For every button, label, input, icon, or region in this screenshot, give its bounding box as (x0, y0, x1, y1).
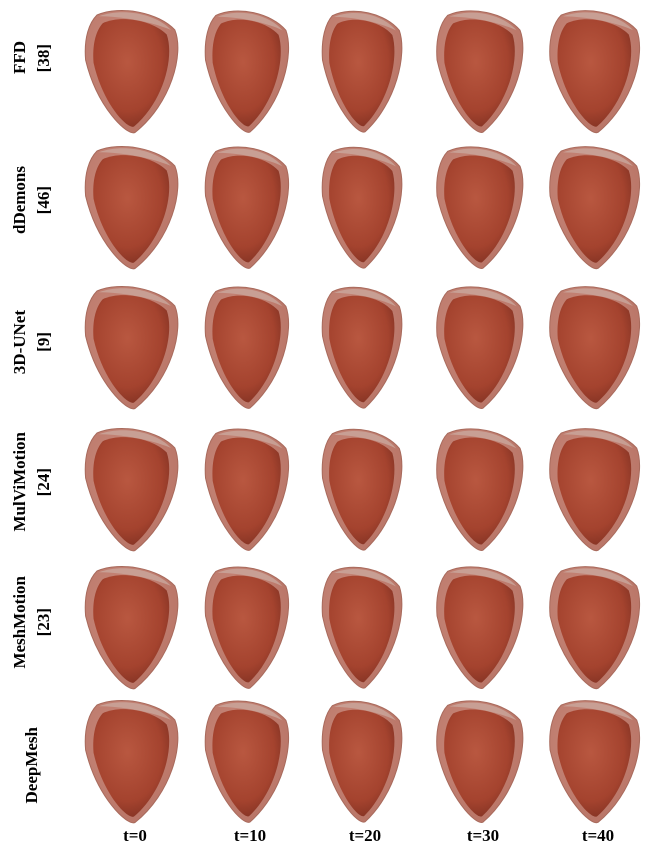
heart-mesh-icon (84, 146, 179, 270)
row-method-name: MulViMotion (10, 432, 29, 532)
heart-mesh-icon (436, 700, 524, 823)
row-label-3: MulViMotion [24] (2, 407, 62, 557)
column-label-0: t=0 (123, 826, 147, 845)
heart-mesh-icon (321, 286, 403, 409)
heart-mesh-icon (204, 286, 290, 409)
row-method-name: 3D-UNet (10, 309, 29, 375)
heart-mesh-icon (321, 700, 403, 823)
heart-mesh-icon (549, 700, 640, 824)
row-citation: [38] (34, 43, 53, 73)
row-label-4: MeshMotion [23] (2, 547, 62, 697)
row-label-5: DeepMesh (2, 690, 62, 840)
row-method-name: DeepMesh (22, 726, 41, 804)
heart-mesh-icon (204, 146, 290, 269)
heart-mesh-icon (549, 566, 640, 690)
heart-mesh-icon (549, 286, 640, 410)
heart-mesh-icon (549, 10, 640, 134)
row-citation: [46] (34, 185, 53, 215)
row-method-name: MeshMotion (10, 575, 29, 669)
row-label-2: 3D-UNet [9] (2, 267, 62, 417)
heart-mesh-icon (204, 428, 290, 551)
row-label-1: dDemons [46] (2, 125, 62, 275)
heart-mesh-icon (436, 286, 524, 409)
row-method-name: dDemons (10, 165, 29, 234)
heart-mesh-icon (84, 700, 179, 824)
heart-mesh-icon (436, 566, 524, 689)
column-label-1: t=10 (233, 826, 267, 845)
row-citation: [24] (34, 467, 53, 497)
row-citation: [23] (34, 607, 53, 637)
heart-mesh-icon (321, 566, 403, 689)
heart-mesh-icon (436, 146, 524, 269)
heart-mesh-icon (321, 428, 403, 551)
heart-mesh-icon (204, 10, 290, 133)
heart-mesh-icon (204, 566, 290, 689)
column-label-3: t=30 (466, 826, 500, 845)
heart-mesh-icon (84, 286, 179, 410)
heart-mesh-icon (549, 428, 640, 552)
row-citation: [9] (34, 332, 53, 352)
heart-mesh-icon (321, 10, 403, 133)
heart-mesh-icon (84, 10, 179, 134)
heart-mesh-icon (321, 146, 403, 269)
heart-mesh-icon (436, 428, 524, 551)
heart-mesh-icon (549, 146, 640, 270)
row-label-0: FFD [38] (2, 0, 62, 133)
heart-mesh-icon (84, 428, 179, 552)
heart-mesh-icon (204, 700, 290, 823)
column-label-4: t=40 (581, 826, 615, 845)
column-label-2: t=20 (348, 826, 382, 845)
heart-mesh-icon (436, 10, 524, 133)
row-method-name: FFD (10, 41, 29, 75)
heart-mesh-icon (84, 566, 179, 690)
